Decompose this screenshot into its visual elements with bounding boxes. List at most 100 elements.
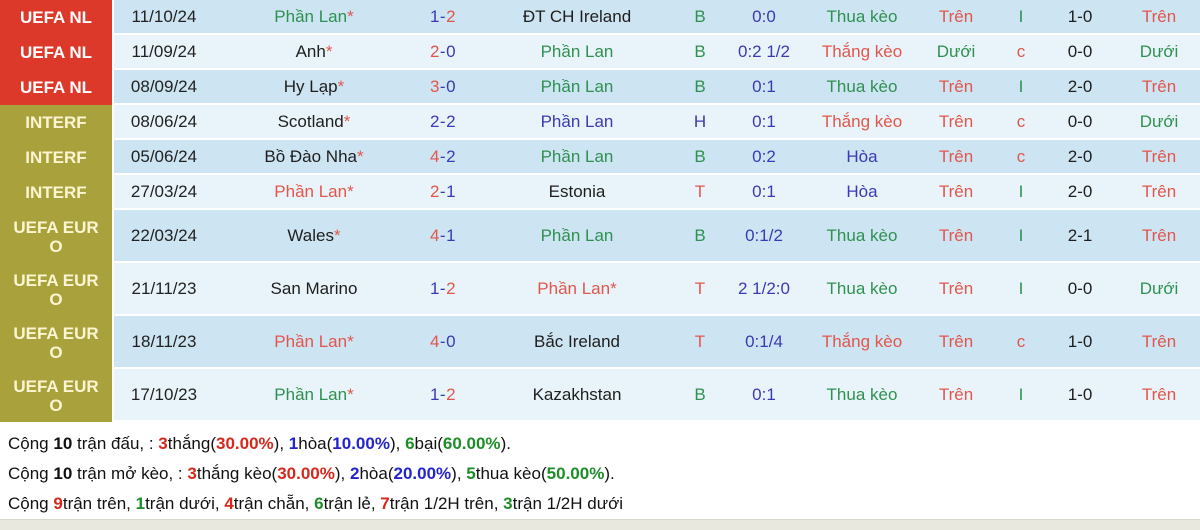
summary-segment: ( bbox=[387, 464, 394, 483]
home-team-name: Phần Lan bbox=[274, 384, 348, 404]
over-under-result: Trên bbox=[914, 77, 998, 97]
competition-label: UEFA NL bbox=[19, 8, 93, 27]
home-team-star: * bbox=[347, 331, 354, 351]
summary-line: Cộng 9trận trên, 1trận dưới, 4trận chẵn,… bbox=[8, 489, 1200, 519]
over-under-result: Trên bbox=[914, 332, 998, 352]
match-row[interactable]: UEFA EURO 17/10/23 Phần Lan* 1-2 Kazakhs… bbox=[0, 369, 1200, 422]
halftime-score: 0-0 bbox=[1067, 41, 1093, 61]
fulltime-score: 4-1 bbox=[414, 226, 472, 246]
over-under-result: Trên bbox=[914, 385, 998, 405]
competition-badge: UEFA NL bbox=[0, 35, 112, 70]
away-team: Kazakhstan bbox=[472, 385, 682, 405]
away-team: Phần Lan bbox=[472, 77, 682, 97]
match-date: 08/09/24 bbox=[130, 76, 198, 96]
away-team-name: Bắc Ireland bbox=[534, 331, 620, 351]
away-team-name: Phần Lan bbox=[540, 146, 614, 166]
results-table: UEFA NL 11/10/24 Phần Lan* 1-2 ĐT CH Ire… bbox=[0, 0, 1200, 422]
handicap-odds-text: 0:1 bbox=[752, 181, 776, 201]
home-goals: 1 bbox=[429, 278, 440, 298]
away-goals: 0 bbox=[446, 41, 457, 61]
competition-badge: UEFA EURO bbox=[0, 369, 112, 422]
match-row[interactable]: UEFA NL 11/09/24 Anh* 2-0 Phần Lan B 0:2… bbox=[0, 35, 1200, 70]
handicap-result: Thắng kèo bbox=[810, 332, 914, 352]
match-date: 08/06/24 bbox=[130, 111, 198, 131]
handicap-result-text: Thắng kèo bbox=[821, 41, 903, 61]
summary-segment: 10 bbox=[53, 464, 73, 483]
match-row-main: 22/03/24 Wales* 4-1 Phần Lan B 0:1/2 Thu… bbox=[112, 210, 1200, 263]
home-team: Bồ Đào Nha* bbox=[214, 147, 414, 167]
home-team-star: * bbox=[357, 146, 364, 166]
match-row[interactable]: UEFA EURO 22/03/24 Wales* 4-1 Phần Lan B… bbox=[0, 210, 1200, 263]
fulltime-score: 2-1 bbox=[414, 182, 472, 202]
handicap-result: Thua kèo bbox=[810, 279, 914, 299]
result-letter: B bbox=[682, 42, 718, 62]
odd-even-flag: c bbox=[998, 42, 1044, 62]
match-row[interactable]: UEFA NL 11/10/24 Phần Lan* 1-2 ĐT CH Ire… bbox=[0, 0, 1200, 35]
summary-segment: ( bbox=[437, 434, 443, 453]
away-goals: 0 bbox=[446, 331, 457, 351]
match-row-main: 21/11/23 San Marino 1-2 Phần Lan* T 2 1/… bbox=[112, 263, 1200, 316]
away-goals: 1 bbox=[446, 225, 457, 245]
summary-segment: 5 bbox=[466, 464, 476, 483]
competition-label: UEFA EURO bbox=[13, 376, 99, 415]
summary-segment: 20.00% bbox=[393, 464, 452, 483]
summary-segment: trận 1/2H dưới bbox=[512, 494, 624, 513]
over-under-text: Trên bbox=[938, 111, 974, 131]
halftime-over-under-text: Trên bbox=[1141, 384, 1177, 404]
match-row-main: 05/06/24 Bồ Đào Nha* 4-2 Phần Lan B 0:2 … bbox=[112, 140, 1200, 175]
away-team: Phần Lan bbox=[472, 226, 682, 246]
summary-segment: 1 bbox=[288, 434, 299, 453]
match-row[interactable]: INTERF 08/06/24 Scotland* 2-2 Phần Lan H… bbox=[0, 105, 1200, 140]
halftime-over-under: Trên bbox=[1116, 385, 1200, 405]
competition-label: INTERF bbox=[25, 113, 87, 132]
halftime-score: 1-0 bbox=[1067, 6, 1093, 26]
halftime-score: 2-0 bbox=[1067, 146, 1093, 166]
summary-segment: ), bbox=[451, 464, 467, 483]
home-team-name: Phần Lan bbox=[274, 6, 348, 26]
match-date: 27/03/24 bbox=[130, 181, 198, 201]
home-team-name: Phần Lan bbox=[274, 331, 348, 351]
away-goals: 2 bbox=[446, 384, 457, 404]
halftime-over-under: Trên bbox=[1116, 226, 1200, 246]
summary-segment: 10 bbox=[53, 434, 73, 453]
handicap-result-text: Thua kèo bbox=[826, 278, 898, 298]
result-letter-text: B bbox=[694, 76, 706, 96]
away-team: Phần Lan bbox=[472, 112, 682, 132]
summary-segment: ( bbox=[326, 434, 333, 453]
match-row[interactable]: UEFA EURO 18/11/23 Phần Lan* 4-0 Bắc Ire… bbox=[0, 316, 1200, 369]
handicap-result: Thắng kèo bbox=[810, 112, 914, 132]
handicap-odds-text: 2 1/2:0 bbox=[738, 278, 790, 298]
away-team-name: ĐT CH Ireland bbox=[522, 6, 632, 26]
summary-segment: trận dưới, bbox=[145, 494, 225, 513]
result-letter-text: T bbox=[694, 278, 706, 298]
away-goals: 2 bbox=[446, 6, 457, 26]
score-separator: - bbox=[439, 331, 447, 351]
handicap-result: Thua kèo bbox=[810, 385, 914, 405]
home-goals: 1 bbox=[429, 6, 440, 26]
footer-divider bbox=[0, 519, 1200, 530]
handicap-result: Hòa bbox=[810, 147, 914, 167]
match-date: 11/09/24 bbox=[131, 41, 197, 61]
match-row[interactable]: UEFA NL 08/09/24 Hy Lạp* 3-0 Phần Lan B … bbox=[0, 70, 1200, 105]
away-team-name: Kazakhstan bbox=[532, 384, 622, 404]
halftime-over-under-text: Trên bbox=[1141, 331, 1177, 351]
handicap-result-text: Hòa bbox=[846, 146, 878, 166]
result-letter: B bbox=[682, 385, 718, 405]
handicap-odds: 2 1/2:0 bbox=[718, 279, 810, 299]
home-team: Scotland* bbox=[214, 112, 414, 132]
handicap-odds: 0:1/4 bbox=[718, 332, 810, 352]
home-goals: 4 bbox=[429, 225, 440, 245]
score-separator: - bbox=[439, 278, 447, 298]
competition-badge: UEFA EURO bbox=[0, 210, 112, 263]
home-goals: 4 bbox=[429, 331, 440, 351]
halftime-over-under: Dưới bbox=[1116, 279, 1200, 299]
match-row[interactable]: UEFA EURO 21/11/23 San Marino 1-2 Phần L… bbox=[0, 263, 1200, 316]
match-date: 18/11/23 bbox=[131, 331, 197, 351]
score-separator: - bbox=[439, 41, 447, 61]
fulltime-score: 1-2 bbox=[414, 279, 472, 299]
match-row[interactable]: INTERF 27/03/24 Phần Lan* 2-1 Estonia T … bbox=[0, 175, 1200, 210]
match-row[interactable]: INTERF 05/06/24 Bồ Đào Nha* 4-2 Phần Lan… bbox=[0, 140, 1200, 175]
competition-badge: UEFA NL bbox=[0, 0, 112, 35]
score-separator: - bbox=[439, 181, 447, 201]
competition-badge: INTERF bbox=[0, 175, 112, 210]
